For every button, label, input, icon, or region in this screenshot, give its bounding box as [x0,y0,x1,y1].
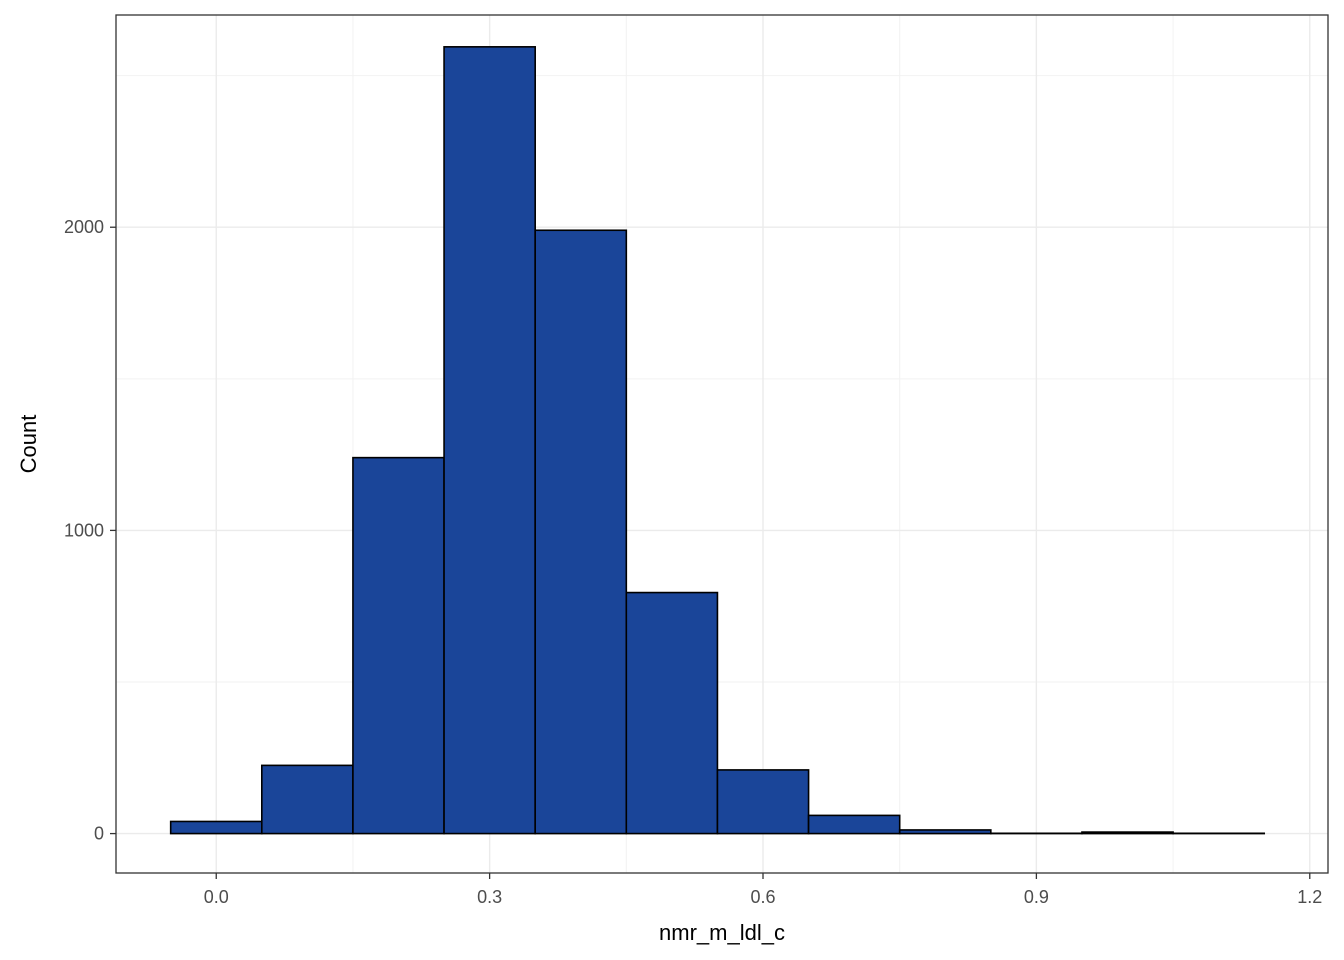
y-tick-label: 0 [94,824,104,844]
histogram-bar [352,456,445,835]
x-tick-label: 0.9 [1024,887,1049,907]
histogram-bar [534,229,628,835]
y-axis-title: Count [16,415,41,474]
bars-layer [169,46,1266,835]
x-tick-label: 0.6 [750,887,775,907]
y-tick-label: 2000 [64,217,104,237]
histogram-bar [169,820,263,835]
histogram-bar [261,764,354,835]
x-tick-label: 0.3 [477,887,502,907]
histogram-bar [1081,831,1174,835]
x-tick-label: 0.0 [204,887,229,907]
y-tick-label: 1000 [64,520,104,540]
y-axis: 0 1000 2000 [64,217,116,844]
panel-border [115,14,1329,874]
histogram-bar [625,591,719,835]
histogram-bar [443,46,536,835]
x-axis: 0.0 0.3 0.6 0.9 1.2 [204,873,1322,907]
histogram-bar [716,769,810,835]
histogram-bar [807,814,901,835]
x-axis-title: nmr_m_ldl_c [659,920,785,945]
x-tick-label: 1.2 [1297,887,1322,907]
histogram-bar [898,829,992,835]
